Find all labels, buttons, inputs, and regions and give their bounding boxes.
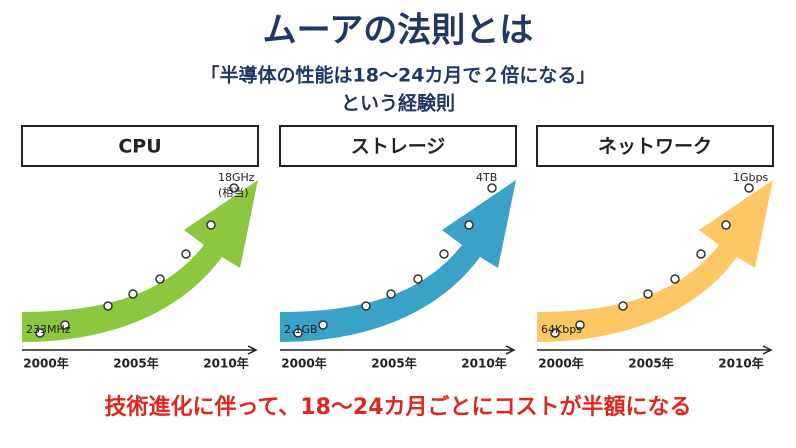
- subtitle: 「半導体の性能は18〜24カ月で２倍になる」: [201, 64, 596, 87]
- data-dot: [464, 220, 474, 230]
- subtitle: という経験則: [341, 92, 455, 115]
- growth-arrow: [280, 180, 516, 342]
- panel-header-box: [279, 125, 517, 167]
- data-dot: [206, 220, 216, 230]
- end-label: 1Gbps: [733, 171, 768, 184]
- panel: CPU 233MHz 18GHz(相当) 2000年 2005年 2010年: [21, 125, 259, 371]
- data-dot: [696, 249, 706, 259]
- start-label: 233MHz: [26, 323, 71, 336]
- data-dot: [128, 289, 138, 299]
- data-dot: [35, 328, 45, 338]
- panel-label: CPU: [118, 136, 161, 158]
- data-dot: [386, 289, 396, 299]
- data-dot: [575, 320, 585, 330]
- data-dot: [413, 274, 423, 284]
- data-dot: [60, 320, 70, 330]
- axis-label: 2000年: [23, 356, 68, 371]
- data-dot: [439, 249, 449, 259]
- end-label: 18GHz: [218, 171, 255, 184]
- panel-header-box: [536, 125, 774, 167]
- axis-label: 2010年: [461, 356, 506, 371]
- axis-label: 2000年: [281, 356, 326, 371]
- axis-label: 2000年: [538, 356, 583, 371]
- data-dot: [670, 274, 680, 284]
- axis-label: 2010年: [203, 356, 248, 371]
- data-dot: [155, 274, 165, 284]
- data-dot: [103, 301, 113, 311]
- axis-label: 2005年: [371, 356, 416, 371]
- end-label: 4TB: [476, 171, 497, 184]
- data-dot: [318, 320, 328, 330]
- axis-label: 2010年: [718, 356, 763, 371]
- data-dot: [293, 328, 303, 338]
- axis-arrowhead: [247, 345, 258, 355]
- data-dot: [181, 249, 191, 259]
- axis-arrowhead: [762, 345, 773, 355]
- data-dot: [550, 328, 560, 338]
- data-dot: [643, 289, 653, 299]
- panel-label: ストレージ: [351, 136, 446, 158]
- data-dot: [361, 301, 371, 311]
- data-dot: [229, 183, 239, 193]
- data-dot: [721, 220, 731, 230]
- panel-label: ネットワーク: [598, 136, 712, 158]
- start-label: 64Kbps: [541, 323, 582, 336]
- panel-header-box: [21, 125, 259, 167]
- axis-label: 2005年: [628, 356, 673, 371]
- panel: ストレージ 2.1GB 4TB 2000年 2005年 2010年: [279, 125, 517, 371]
- title: ムーアの法則とは: [263, 11, 534, 51]
- data-dot: [487, 183, 497, 193]
- data-dot: [744, 183, 754, 193]
- panel: ネットワーク 64Kbps 1Gbps 2000年 2005年 2010年: [536, 125, 774, 371]
- growth-arrow: [537, 180, 773, 342]
- start-label: 2.1GB: [284, 323, 318, 336]
- axis-arrowhead: [505, 345, 516, 355]
- axis-label: 2005年: [113, 356, 158, 371]
- end-label: (相当): [218, 185, 249, 199]
- growth-arrow: [22, 180, 258, 342]
- data-dot: [618, 301, 628, 311]
- footer: 技術進化に伴って、18〜24カ月ごとにコストが半額になる: [104, 394, 691, 420]
